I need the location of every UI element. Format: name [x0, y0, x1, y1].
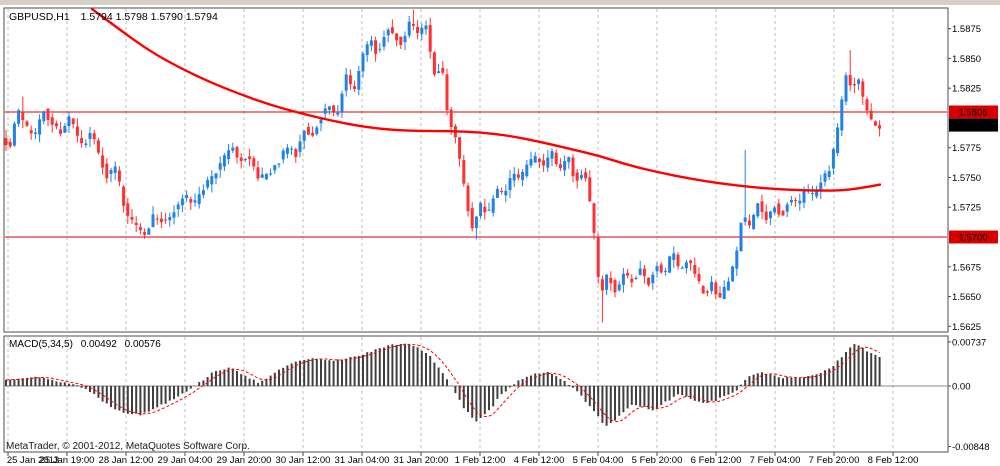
macd-indicator-label: MACD(5,34,5) 0.00492 0.00576 — [9, 339, 166, 350]
chart-title: GBPUSD,H1 1.5794 1.5798 1.5790 1.5794 — [9, 11, 218, 23]
time-tick-label: 5 Feb 04:00 — [573, 455, 624, 466]
macd-axis-label: 0.00737 — [952, 338, 986, 349]
time-tick-label: 8 Feb 12:00 — [868, 455, 919, 466]
price-tick-label: 1.5875 — [952, 24, 981, 35]
time-tick-label: 28 Jan 12:00 — [99, 455, 154, 466]
price-tag-value: 1.5700 — [958, 233, 987, 244]
time-tick-label: 6 Feb 12:00 — [691, 455, 742, 466]
price-tick-label: 1.5825 — [952, 84, 981, 95]
price-axis: 1.5875 1.5850 1.5825 1.5775 1.5750 1.5725 1.56… — [948, 24, 981, 333]
price-tick-label: 1.5625 — [952, 322, 981, 333]
price-tick-label: 1.5775 — [952, 143, 981, 154]
time-tick-label: 31 Jan 20:00 — [394, 455, 449, 466]
price-tick-label: 1.5725 — [952, 203, 981, 214]
copyright-watermark: MetaTrader, © 2001-2012, MetaQuotes Soft… — [6, 441, 250, 452]
candles-layer — [4, 9, 882, 323]
time-tick-label: 30 Jan 12:00 — [276, 455, 331, 466]
price-tick-label: 1.5750 — [952, 173, 981, 184]
time-tick-label: 4 Feb 12:00 — [514, 455, 565, 466]
macd-axis-label: 0.00 — [952, 382, 971, 393]
price-tag — [949, 118, 998, 132]
macd-axis-label: -0.00848 — [952, 442, 990, 453]
time-tick-label: 25 Jan 19:00 — [40, 455, 95, 466]
price-tick-label: 1.5850 — [952, 54, 981, 65]
price-tag-value: 1.5794 — [958, 121, 987, 132]
macd-signal-value: 0.00576 — [124, 339, 161, 350]
window-top-edge — [0, 0, 1000, 5]
time-tick-label: 7 Feb 04:00 — [750, 455, 801, 466]
chart-panels — [3, 7, 949, 453]
macd-signal-line — [5, 343, 880, 423]
time-tick-label: 29 Jan 20:00 — [217, 455, 272, 466]
time-tick-label: 31 Jan 04:00 — [335, 455, 390, 466]
price-tag — [949, 105, 998, 119]
time-tick-label: 29 Jan 04:00 — [158, 455, 213, 466]
macd-axis: 0.00737 0.00 -0.00848 — [948, 338, 990, 453]
symbol-period-label: GBPUSD,H1 — [9, 11, 70, 23]
price-tag — [949, 230, 998, 244]
macd-histogram — [5, 343, 881, 426]
time-tick-label: 7 Feb 20:00 — [809, 455, 860, 466]
macd-main-value: 0.00492 — [80, 339, 117, 350]
time-tick-label: 5 Feb 20:00 — [632, 455, 683, 466]
time-tick-label: 1 Feb 12:00 — [455, 455, 506, 466]
macd-name: MACD(5,34,5) — [9, 339, 73, 350]
moving-average-line — [90, 7, 882, 192]
time-tick-label: 25 Jan 2013 — [7, 455, 59, 466]
price-tick-label: 1.5650 — [952, 292, 981, 303]
price-tick-label: 1.5675 — [952, 262, 981, 273]
price-tag-value: 1.5805 — [958, 107, 987, 118]
price-tags: 1.5805 1.5794 1.5700 — [949, 105, 998, 244]
ohlc-values: 1.5794 1.5798 1.5790 1.5794 — [80, 11, 218, 23]
